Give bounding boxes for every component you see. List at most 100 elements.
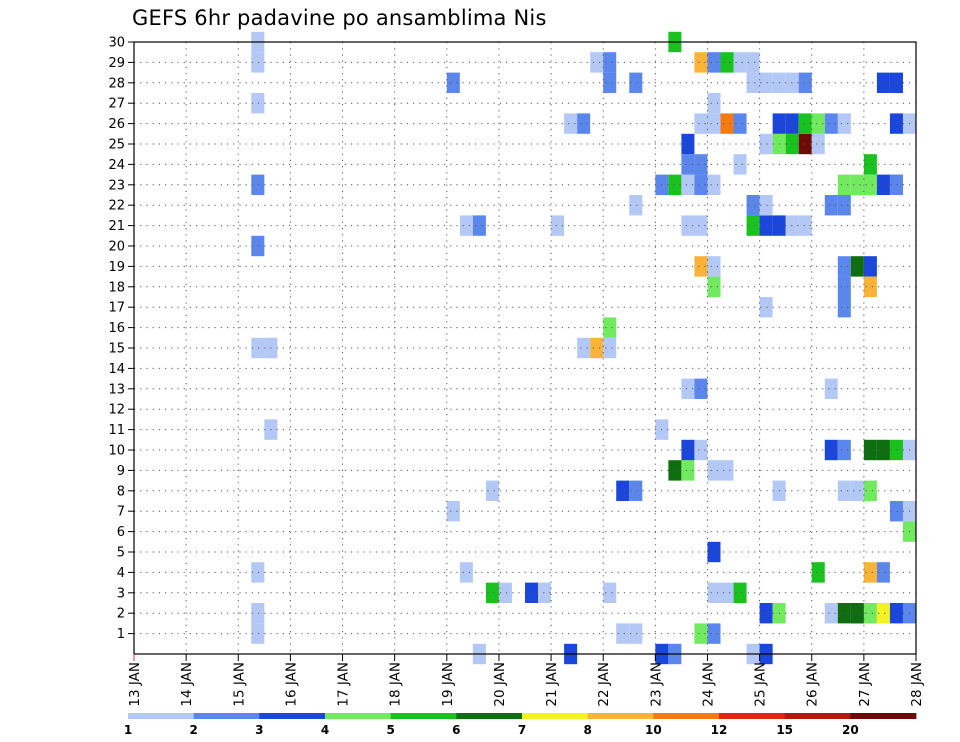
colorbar-label: 4 xyxy=(321,723,329,737)
heatmap-cell xyxy=(694,378,708,399)
y-tick-label: 10 xyxy=(108,444,125,459)
colorbar-segment xyxy=(522,713,589,719)
heatmap-cell xyxy=(850,174,864,195)
y-axis: 1234567891011121314151617181920212223242… xyxy=(108,36,134,642)
heatmap-cell xyxy=(681,154,695,175)
heatmap-cell xyxy=(251,623,265,644)
colorbar-label: 1 xyxy=(124,723,132,737)
y-tick-label: 13 xyxy=(108,382,125,397)
heatmap-cell xyxy=(759,603,773,624)
heatmap-cell xyxy=(876,72,890,93)
y-tick-label: 25 xyxy=(108,138,125,153)
colorbar-label: 5 xyxy=(386,723,394,737)
heatmap-cell xyxy=(498,582,512,603)
colorbar-segment xyxy=(653,713,720,719)
x-tick-label: 20 JAN xyxy=(492,662,508,707)
heatmap-cell xyxy=(798,215,812,236)
heatmap-cell xyxy=(694,439,708,461)
y-tick-label: 21 xyxy=(108,219,125,234)
heatmap-cell xyxy=(251,337,265,359)
y-tick-label: 11 xyxy=(108,423,125,438)
heatmap-cell xyxy=(824,113,838,134)
heatmap-cell xyxy=(824,195,838,216)
x-tick-label: 18 JAN xyxy=(388,662,404,707)
heatmap-cell xyxy=(889,603,903,624)
heatmap-cell xyxy=(720,113,734,134)
heatmap-cell xyxy=(603,317,617,338)
heatmap-cell xyxy=(707,541,721,563)
heatmap-cell xyxy=(837,113,851,134)
heatmap-cell xyxy=(485,582,499,603)
colorbar-segment xyxy=(850,713,917,719)
heatmap-cell xyxy=(863,439,877,461)
heatmap-cell xyxy=(863,256,877,277)
heatmap-cell xyxy=(811,562,825,583)
x-tick-label: 13 JAN xyxy=(127,662,143,707)
x-tick-label: 27 JAN xyxy=(857,662,873,707)
heatmap-cell xyxy=(251,235,265,257)
heatmap-cell xyxy=(603,337,617,359)
x-axis: 13 JAN 14 JAN 15 JAN 16 JAN 17 JAN 18 JAN 19 J… xyxy=(127,654,925,707)
heatmap-cell xyxy=(459,562,473,583)
heatmap-cell xyxy=(538,582,552,603)
heatmap-cell xyxy=(251,174,265,195)
heatmap-cell xyxy=(876,174,890,195)
heatmap-cell xyxy=(577,337,591,359)
heatmap-cell xyxy=(603,72,617,93)
heatmap-cell xyxy=(251,562,265,583)
colorbar-segment xyxy=(193,713,260,719)
heatmap-cell xyxy=(251,93,265,114)
heatmap-cell xyxy=(681,215,695,236)
heatmap-cell xyxy=(837,439,851,461)
heatmap-cell xyxy=(863,276,877,297)
heatmap-cell xyxy=(837,276,851,297)
heatmap-cell xyxy=(733,113,747,134)
heatmap-cell xyxy=(876,603,890,624)
heatmap-cell xyxy=(707,174,721,195)
heatmap-cell xyxy=(707,623,721,644)
y-tick-label: 26 xyxy=(108,117,125,132)
heatmap-cell xyxy=(551,215,565,236)
heatmap-cell xyxy=(863,480,877,501)
heatmap-cell xyxy=(759,72,773,93)
colorbar-segment xyxy=(784,713,851,719)
heatmap-cell xyxy=(251,52,265,73)
y-tick-label: 12 xyxy=(108,403,125,418)
x-tick-label: 15 JAN xyxy=(231,662,247,707)
heatmap-cell xyxy=(668,174,682,195)
x-tick-label: 26 JAN xyxy=(805,662,821,707)
heatmap-cell xyxy=(759,215,773,236)
grid-lines xyxy=(134,42,916,654)
heatmap-cell xyxy=(837,603,851,624)
y-tick-label: 24 xyxy=(108,158,125,173)
heatmap-cell xyxy=(889,174,903,195)
heatmap-cell xyxy=(837,297,851,318)
heatmap-cell xyxy=(746,72,760,93)
heatmap-cell xyxy=(798,72,812,93)
y-tick-label: 28 xyxy=(108,76,125,91)
y-tick-label: 30 xyxy=(108,36,125,51)
heatmap-cell xyxy=(629,480,643,501)
y-tick-label: 2 xyxy=(117,607,125,622)
y-tick-label: 6 xyxy=(117,525,125,540)
heatmap-cell xyxy=(694,174,708,195)
y-tick-label: 27 xyxy=(108,97,125,112)
colorbar-segment xyxy=(325,713,392,719)
heatmap-cell xyxy=(720,460,734,481)
heatmap-cell xyxy=(603,582,617,603)
heatmap-cell xyxy=(746,52,760,73)
heatmap-cell xyxy=(850,256,864,277)
chart-title: GEFS 6hr padavine po ansamblima Nis xyxy=(132,6,547,30)
heatmap-cell xyxy=(733,52,747,73)
heatmap-cell xyxy=(707,93,721,114)
colorbar-segment xyxy=(587,713,654,719)
colorbar-label: 12 xyxy=(711,723,728,737)
x-tick-label: 14 JAN xyxy=(179,662,195,707)
heatmap-cell xyxy=(681,460,695,481)
y-tick-label: 19 xyxy=(108,260,125,275)
heatmap-cell xyxy=(733,154,747,175)
heatmap-cell xyxy=(577,113,591,134)
colorbar-label: 10 xyxy=(645,723,662,737)
y-tick-label: 7 xyxy=(117,505,125,520)
heatmap-cell xyxy=(681,439,695,461)
